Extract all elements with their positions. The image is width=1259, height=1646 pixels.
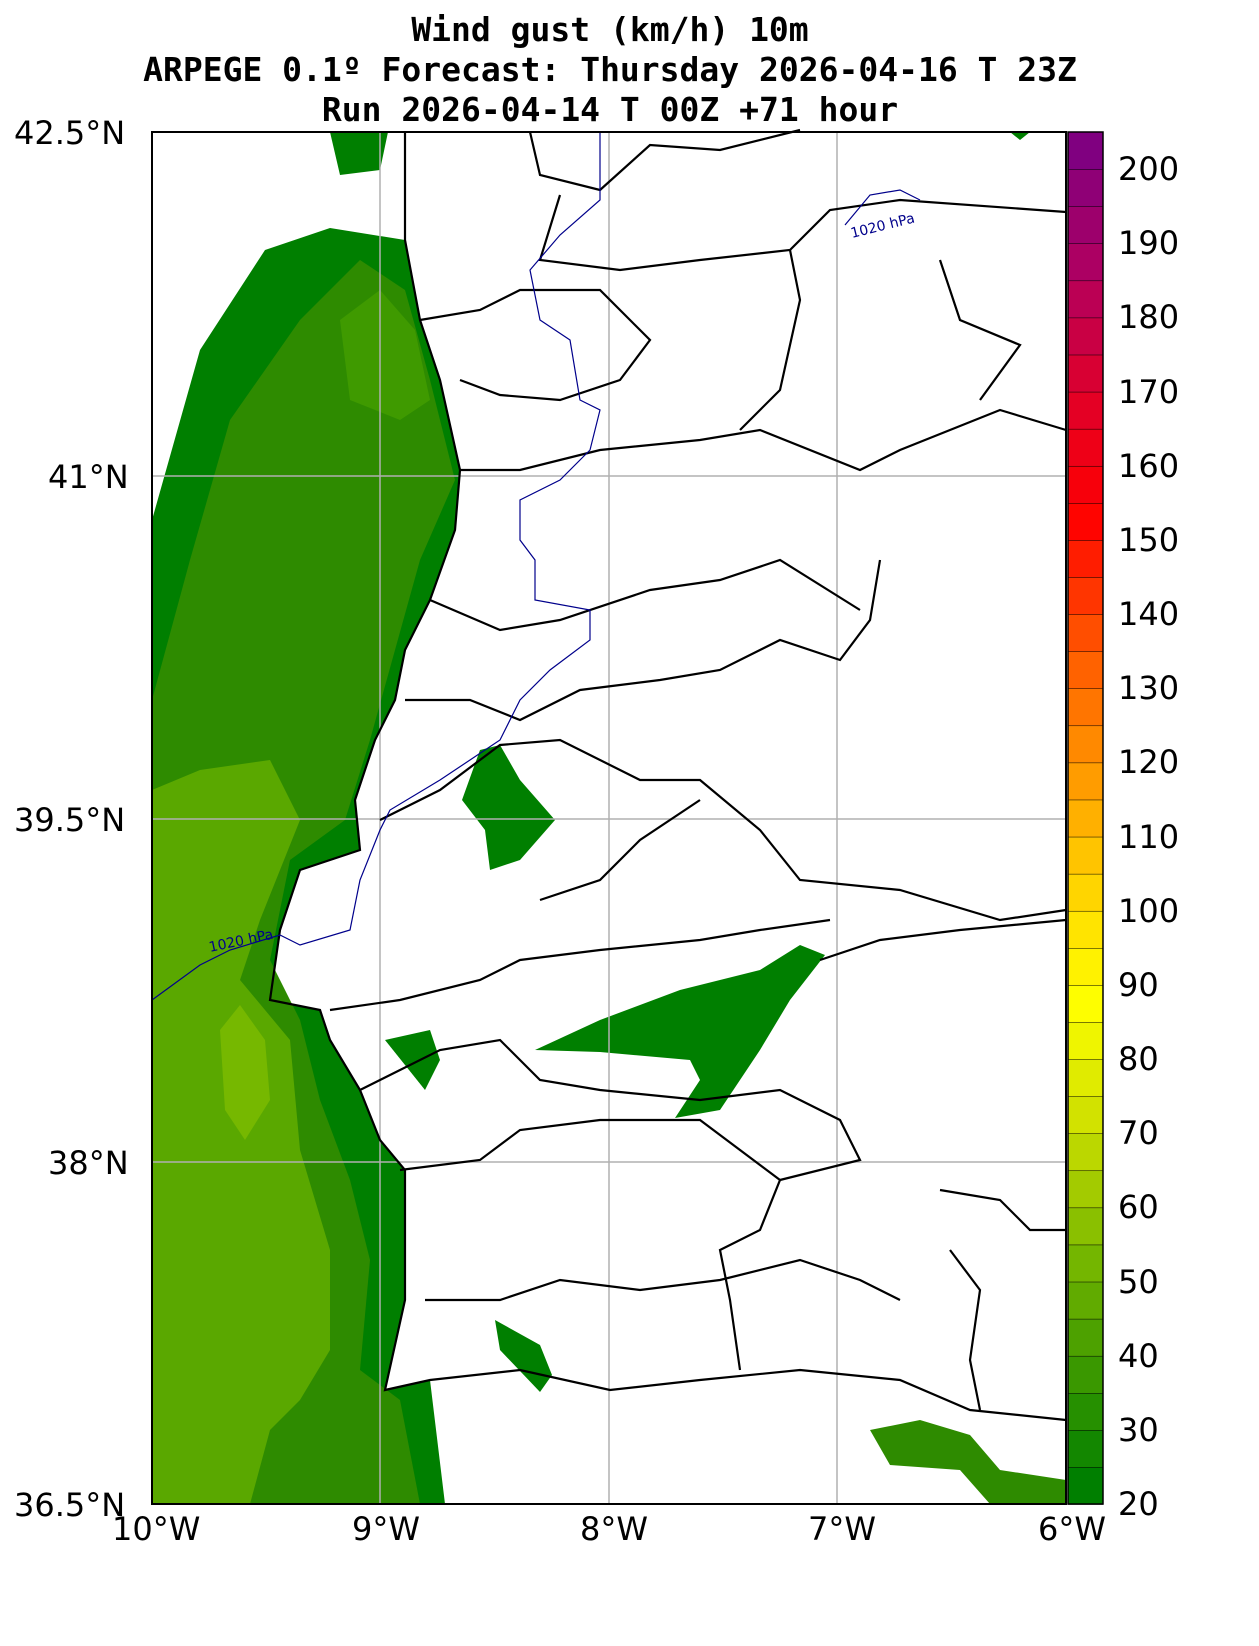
lat-label: 42.5°N [14, 114, 126, 152]
colorbar-band [1067, 168, 1104, 207]
title-line-3: Run 2026-04-14 T 00Z +71 hour [321, 90, 899, 129]
plot-frame [151, 131, 1067, 1505]
colorbar-band [1067, 613, 1104, 652]
colorbar-band [1067, 1058, 1104, 1097]
colorbar-band [1067, 947, 1104, 986]
isobar-lines [151, 132, 921, 1001]
colorbar-band [1067, 317, 1104, 356]
title-line-1: Wind gust (km/h) 10m [411, 10, 809, 49]
lat-label: 39.5°N [14, 801, 126, 839]
colorbar-band [1067, 799, 1104, 838]
gust-band-45-50 [220, 1005, 270, 1140]
colorbar-label: 60 [1118, 1188, 1159, 1227]
colorbar-label: 20 [1118, 1485, 1159, 1523]
colorbar-label: 30 [1118, 1410, 1159, 1449]
colorbar-band [1067, 1170, 1104, 1209]
colorbar-band [1067, 280, 1104, 319]
coastline-and-borders [268, 128, 1067, 1422]
colorbar-label: 160 [1118, 446, 1180, 485]
colorbar-band [1067, 1207, 1104, 1246]
colorbar-band [1067, 576, 1104, 615]
colorbar-band [1067, 725, 1104, 764]
colorbar-band [1067, 1021, 1104, 1060]
lon-label: 10°W [112, 1510, 201, 1548]
colorbar-frame [1067, 131, 1104, 1505]
colorbar-band [1067, 242, 1104, 282]
colorbar-label: 50 [1118, 1262, 1159, 1301]
colorbar-band [1067, 762, 1104, 801]
gust-patch-sado [385, 1030, 440, 1090]
lat-label: 38°N [48, 1144, 129, 1182]
colorbar-label: 180 [1118, 298, 1180, 337]
isobar-label-east: 1020 hPa [849, 211, 916, 242]
colorbar-band [1067, 910, 1104, 949]
lon-label: 8°W [580, 1510, 648, 1548]
colorbar-band [1067, 873, 1104, 912]
colorbar-label: 40 [1118, 1336, 1159, 1375]
colorbar-label: 120 [1118, 743, 1180, 782]
colorbar-band [1067, 984, 1104, 1023]
colorbar-label: 170 [1118, 372, 1180, 411]
colorbar-band [1067, 1355, 1104, 1394]
lon-label: 9°W [352, 1510, 420, 1548]
gust-patch-ne [1010, 132, 1030, 140]
lat-label: 36.5°N [14, 1486, 126, 1524]
colorbar-band [1067, 1318, 1104, 1357]
colorbar-band [1067, 428, 1104, 467]
colorbar-band [1067, 354, 1104, 393]
colorbar-band [1067, 502, 1104, 541]
colorbar-label: 200 [1118, 150, 1180, 189]
gust-band-30-35 [340, 290, 430, 420]
colorbar-label: 70 [1118, 1114, 1159, 1153]
colorbar-label: 130 [1118, 669, 1180, 708]
lisbon-gap [300, 890, 350, 935]
colorbar-label: 190 [1118, 224, 1180, 263]
colorbar-band [1067, 465, 1104, 504]
colorbar-band [1067, 1132, 1104, 1172]
gust-patch-southeast [870, 1420, 1066, 1504]
colorbar-band [1067, 1244, 1104, 1283]
lon-label: 7°W [808, 1510, 876, 1548]
colorbar-label: 90 [1118, 965, 1159, 1004]
gust-patch-tajo [330, 132, 388, 175]
colorbar-band [1067, 1466, 1104, 1505]
colorbar-band [1067, 1281, 1104, 1320]
lat-label: 41°N [48, 458, 129, 496]
colorbar [1067, 131, 1104, 1505]
colorbar-band [1067, 391, 1104, 430]
gust-patch-inland-2 [535, 945, 825, 1118]
colorbar-label: 100 [1118, 891, 1180, 930]
colorbar-band [1067, 539, 1104, 578]
colorbar-band [1067, 650, 1104, 689]
colorbar-label: 140 [1118, 595, 1180, 634]
colorbar-band [1067, 1095, 1104, 1134]
gust-patch-inland-1 [462, 745, 555, 870]
colorbar-band [1067, 131, 1104, 170]
colorbar-band [1067, 1429, 1104, 1468]
colorbar-band [1067, 205, 1104, 244]
colorbar-label: 150 [1118, 520, 1180, 559]
colorbar-label: 80 [1118, 1040, 1159, 1079]
map-title: Wind gust (km/h) 10m ARPEGE 0.1º Forecas… [0, 10, 1220, 130]
title-line-2: ARPEGE 0.1º Forecast: Thursday 2026-04-1… [143, 50, 1077, 89]
colorbar-band [1067, 687, 1104, 727]
colorbar-band [1067, 836, 1104, 875]
colorbar-band [1067, 1392, 1104, 1431]
grid-lines [152, 132, 1066, 1504]
colorbar-label: 110 [1118, 817, 1180, 856]
gust-patch-south [495, 1320, 552, 1392]
lon-label: 6°W [1038, 1510, 1106, 1548]
